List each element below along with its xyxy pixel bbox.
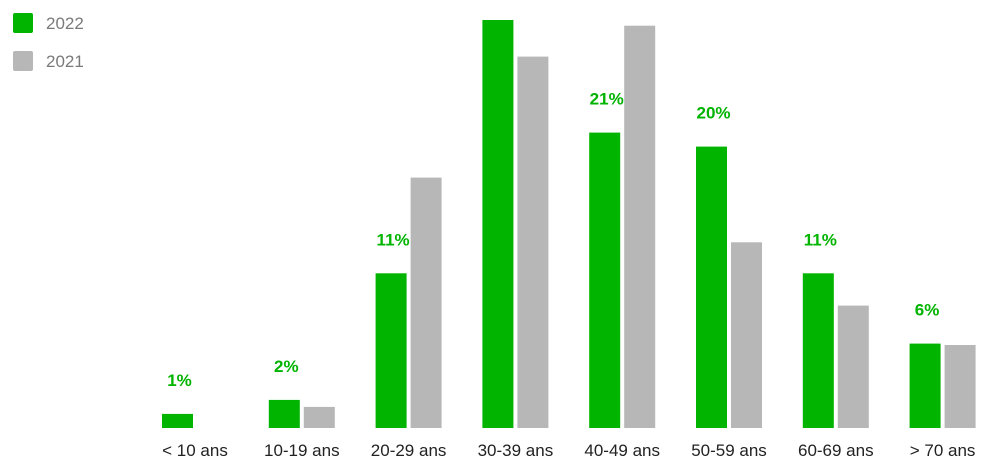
x-tick-label-3: 30-39 ans [478, 441, 554, 460]
data-label-4: 21% [590, 90, 624, 109]
bar-2022-2 [375, 273, 407, 428]
bars [162, 20, 976, 428]
bar-2021-1 [303, 406, 335, 428]
data-label-6: 11% [804, 230, 837, 249]
x-tick-label-2: 20-29 ans [371, 441, 447, 460]
legend-label-2022: 2022 [46, 14, 84, 33]
bar-2022-5 [696, 146, 727, 428]
data-labels: 1% 2% 11% 21% 20% 11% 6% [167, 90, 939, 390]
x-tick-label-7: > 70 ans [910, 441, 976, 460]
bar-2021-2 [410, 177, 442, 428]
x-tick-label-1: 10-19 ans [264, 441, 340, 460]
legend-label-2021: 2021 [46, 52, 84, 71]
bar-2022-7 [909, 343, 941, 428]
x-tick-label-6: 60-69 ans [798, 441, 874, 460]
data-label-0: 1% [167, 371, 192, 390]
bar-2021-7 [944, 345, 976, 428]
bar-2022-1 [268, 399, 300, 428]
bar-2022-0 [162, 413, 193, 428]
bar-2022-4 [589, 132, 621, 428]
legend: 2022 2021 [13, 13, 84, 71]
data-label-1: 2% [274, 357, 299, 376]
legend-swatch-2022 [13, 13, 33, 33]
data-label-5: 20% [696, 104, 730, 123]
bar-2021-3 [517, 56, 549, 428]
bar-2022-6 [802, 273, 834, 428]
bar-2022-3 [482, 20, 514, 428]
data-label-7: 6% [915, 301, 940, 320]
x-tick-label-4: 40-49 ans [584, 441, 660, 460]
x-tick-label-0: < 10 ans [162, 441, 228, 460]
bar-2021-5 [731, 242, 762, 428]
bar-2021-4 [624, 25, 656, 428]
x-tick-label-5: 50-59 ans [691, 441, 767, 460]
bar-2021-6 [837, 305, 869, 428]
x-axis-tick-labels: < 10 ans 10-19 ans 20-29 ans 30-39 ans 40-49… [162, 441, 975, 460]
legend-swatch-2021 [13, 51, 33, 71]
data-label-2: 11% [377, 230, 410, 249]
